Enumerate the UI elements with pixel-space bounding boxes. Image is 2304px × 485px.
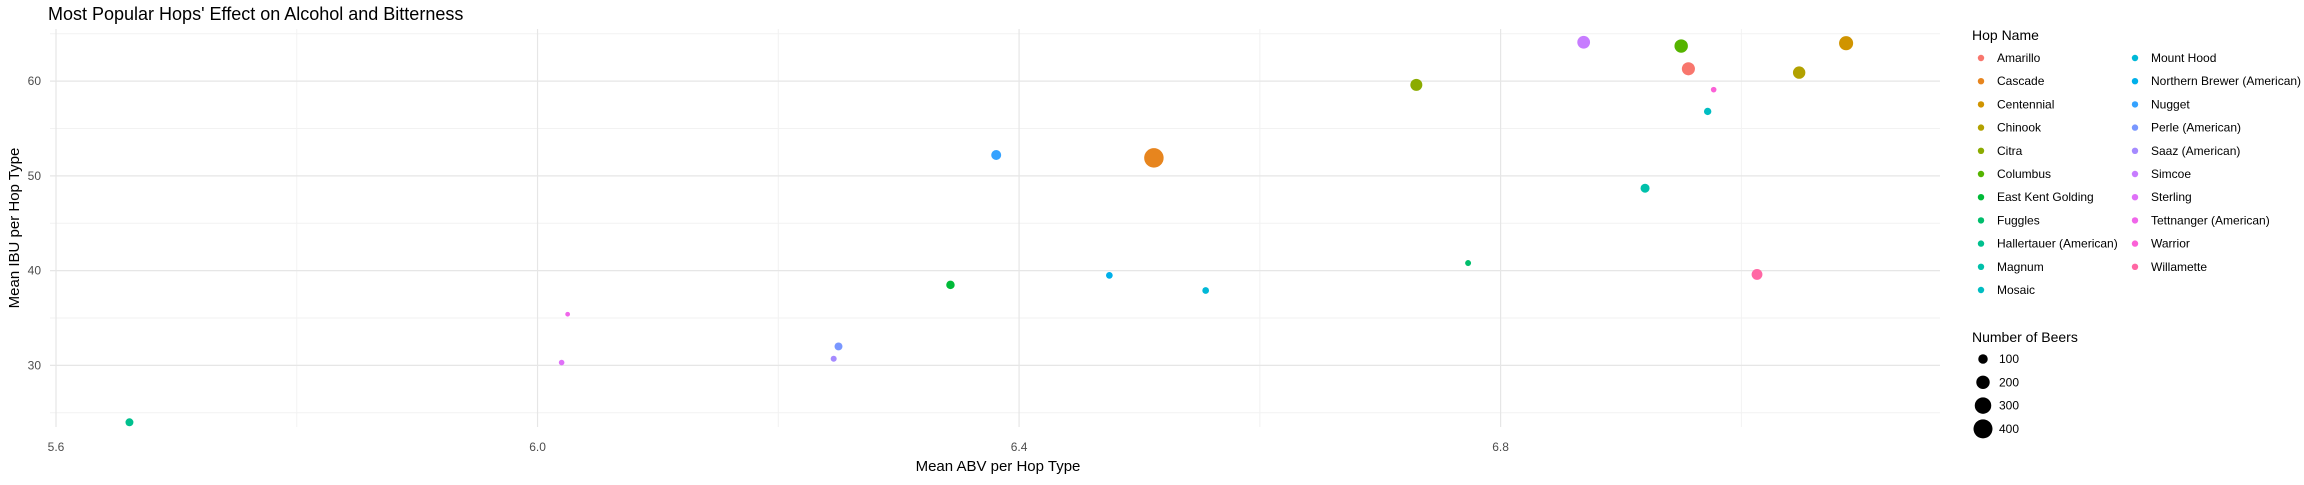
- legend-label: Chinook: [1997, 121, 2042, 135]
- legend-label: Columbus: [1997, 167, 2051, 181]
- data-point: [1751, 269, 1763, 280]
- size-legend-label: 200: [1999, 375, 2019, 389]
- legend-swatch: [2131, 54, 2139, 62]
- x-axis-title: Mean ABV per Hop Type: [916, 458, 1081, 475]
- legend-label: Mount Hood: [2151, 51, 2216, 65]
- size-legend-swatch: [1976, 375, 1990, 390]
- x-tick-label: 6.0: [529, 440, 546, 454]
- data-point: [1202, 287, 1210, 294]
- legend-label: Tettnanger (American): [2151, 213, 2270, 227]
- size-legend-label: 100: [1999, 352, 2019, 366]
- data-point: [1681, 62, 1695, 76]
- legend-label: East Kent Golding: [1997, 190, 2094, 204]
- data-point: [125, 418, 134, 427]
- y-tick-label: 60: [28, 74, 42, 88]
- legend-label: Sterling: [2151, 190, 2192, 204]
- legend-label: Nugget: [2151, 97, 2190, 111]
- panel-background: [50, 29, 1940, 427]
- data-point: [1703, 107, 1712, 116]
- legend-swatch: [1977, 170, 1985, 178]
- legend-label: Willamette: [2151, 260, 2207, 274]
- legend-swatch: [2131, 101, 2139, 108]
- y-tick-label: 50: [28, 169, 42, 183]
- data-point: [1144, 148, 1164, 168]
- legend-swatch: [2131, 170, 2139, 178]
- legend-label: Mosaic: [1997, 283, 2035, 297]
- data-point: [1674, 39, 1688, 53]
- legend-label: Saaz (American): [2151, 144, 2240, 158]
- color-legend-entries: Amarillo Cascade Centennial Chinook Citra Col…: [1977, 51, 2301, 297]
- legend-label: Amarillo: [1997, 51, 2041, 65]
- size-legend-swatch: [1974, 397, 1992, 414]
- legend-swatch: [2131, 194, 2139, 201]
- legend-swatch: [1977, 78, 1985, 85]
- x-tick-label: 5.6: [48, 440, 65, 454]
- data-point: [1640, 183, 1650, 193]
- legend-label: Magnum: [1997, 260, 2044, 274]
- y-axis-ticks: 30 40 50 60: [28, 74, 42, 372]
- legend-label: Fuggles: [1997, 213, 2040, 227]
- legend-swatch: [2131, 263, 2139, 270]
- x-tick-label: 6.8: [1492, 440, 1509, 454]
- minor-gridlines: [50, 29, 1940, 427]
- legend-label: Hallertauer (American): [1997, 237, 2118, 251]
- legend-label: Perle (American): [2151, 121, 2241, 135]
- data-point: [834, 342, 843, 351]
- legend-swatch: [1977, 240, 1985, 247]
- data-point: [1710, 86, 1717, 93]
- size-legend-label: 300: [1999, 399, 2019, 413]
- data-point: [1577, 35, 1591, 49]
- y-tick-label: 30: [28, 358, 42, 372]
- y-axis-title: Mean IBU per Hop Type: [6, 148, 23, 309]
- y-tick-label: 40: [28, 264, 42, 278]
- legend-swatch: [1977, 54, 1985, 62]
- data-point: [1839, 36, 1854, 51]
- legend-swatch: [1977, 217, 1985, 224]
- size-legend-title: Number of Beers: [1972, 329, 2078, 345]
- legend-label: Centennial: [1997, 97, 2054, 111]
- data-point: [1106, 272, 1113, 279]
- data-point: [1792, 66, 1806, 79]
- data-point: [1410, 78, 1423, 91]
- major-gridlines: [50, 29, 1940, 427]
- legend-swatch: [2131, 147, 2139, 154]
- data-point: [830, 355, 837, 362]
- data-point: [565, 311, 571, 317]
- size-legend-swatch: [1973, 419, 1993, 439]
- legend-swatch: [2131, 240, 2139, 247]
- data-point: [558, 359, 565, 366]
- legend-swatch: [1977, 286, 1985, 294]
- legend-swatch: [1977, 263, 1985, 270]
- data-point: [946, 280, 955, 290]
- x-axis-ticks: 5.6 6.0 6.4 6.8: [48, 440, 1510, 454]
- size-legend-label: 400: [1999, 422, 2019, 436]
- legend-swatch: [1977, 101, 1985, 108]
- legend-label: Citra: [1997, 144, 2023, 158]
- data-points: [125, 35, 1854, 427]
- legend-swatch: [1977, 194, 1985, 201]
- legend-label: Warrior: [2151, 237, 2190, 251]
- data-point: [991, 150, 1002, 161]
- data-point: [1465, 260, 1472, 267]
- legend: Hop Name Amarillo Cascade Centennial Chinoo…: [1972, 27, 2301, 439]
- legend-label: Northern Brewer (American): [2151, 74, 2301, 88]
- legend-swatch: [1977, 147, 1985, 154]
- legend-label: Simcoe: [2151, 167, 2191, 181]
- x-tick-label: 6.4: [1011, 440, 1028, 454]
- legend-label: Cascade: [1997, 74, 2045, 88]
- legend-swatch: [2131, 78, 2139, 85]
- legend-swatch: [2131, 124, 2139, 131]
- size-legend-swatch: [1978, 354, 1988, 364]
- size-legend-entries: 100 200 300 400: [1973, 352, 2019, 439]
- color-legend-title: Hop Name: [1972, 27, 2039, 43]
- legend-swatch: [2131, 217, 2139, 224]
- chart-title: Most Popular Hops' Effect on Alcohol and…: [48, 4, 463, 24]
- legend-swatch: [1977, 124, 1985, 131]
